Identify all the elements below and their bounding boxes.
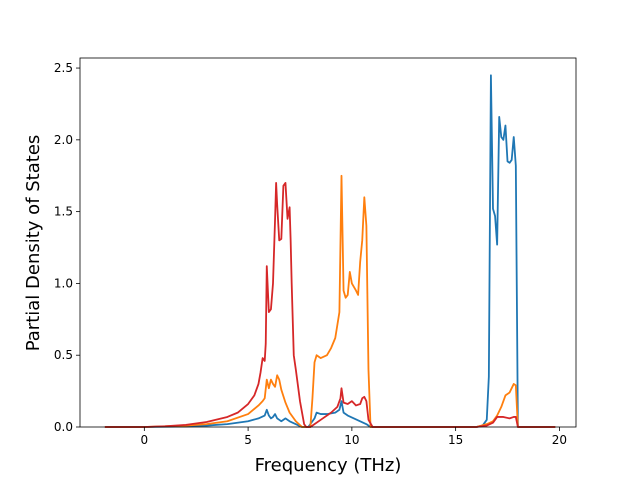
x-axis-ticks: 0 5 10 15 20: [141, 427, 567, 447]
y-tick-label: 0.0: [54, 420, 73, 434]
series-line-1: [104, 74, 556, 428]
y-axis-label: Partial Density of States: [23, 135, 44, 352]
y-axis-ticks: 0.0 0.5 1.0 1.5 2.0 2.5: [54, 61, 80, 434]
y-tick-label: 1.0: [54, 276, 73, 290]
axes-frame: [79, 57, 577, 428]
x-tick-label: 20: [552, 433, 567, 447]
x-axis-label: Frequency (THz): [255, 455, 402, 476]
y-tick-label: 0.5: [54, 348, 73, 362]
plot-area: [79, 57, 577, 428]
x-tick-label: 10: [344, 433, 359, 447]
x-tick-label: 0: [141, 433, 149, 447]
x-tick-label: 15: [448, 433, 463, 447]
y-tick-label: 2.5: [54, 61, 73, 75]
y-tick-label: 2.0: [54, 133, 73, 147]
y-tick-label: 1.5: [54, 205, 73, 219]
x-tick-label: 5: [244, 433, 252, 447]
series-line-2: [104, 174, 556, 428]
